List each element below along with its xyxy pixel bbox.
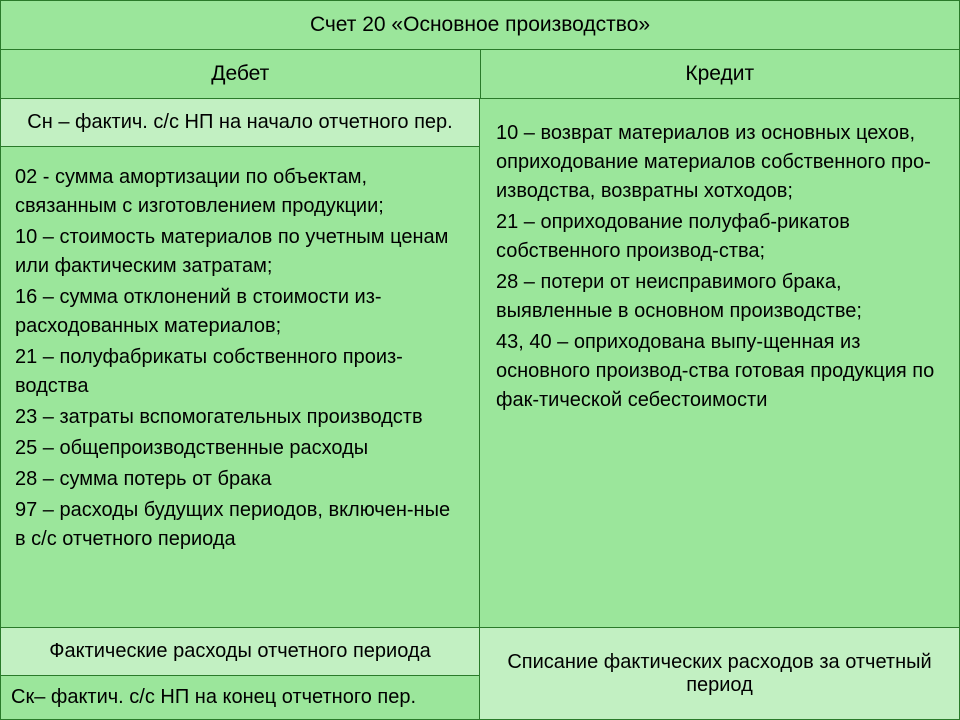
credit-entry-21: 21 – оприходование полуфаб-рикатов собст… bbox=[496, 208, 945, 266]
debit-entry-28: 28 – сумма потерь от брака bbox=[15, 465, 465, 494]
debit-entry-10: 10 – стоимость материалов по учетным цен… bbox=[15, 223, 465, 281]
debit-header: Дебет bbox=[1, 50, 481, 98]
credit-entry-10: 10 – возврат материалов из основных цехо… bbox=[496, 119, 945, 206]
header-row: Дебет Кредит bbox=[1, 50, 959, 99]
bottom-left: Фактические расходы отчетного периода Ск… bbox=[1, 628, 480, 719]
sk-closing-balance: Ск– фактич. с/с НП на конец отчетного пе… bbox=[1, 676, 479, 719]
debit-entry-25: 25 – общепроизводственные расходы bbox=[15, 434, 465, 463]
credit-header: Кредит bbox=[481, 50, 960, 98]
actual-expenses-label: Фактические расходы отчетного периода bbox=[1, 628, 479, 676]
debit-entry-16: 16 – сумма отклонений в стоимости из-рас… bbox=[15, 283, 465, 341]
credit-body: 10 – возврат материалов из основных цехо… bbox=[480, 99, 959, 627]
credit-entry-43-40: 43, 40 – оприходована выпу-щенная из осн… bbox=[496, 328, 945, 415]
debit-entry-23: 23 – затраты вспомогательных производств bbox=[15, 403, 465, 432]
main-row: Сн – фактич. с/с НП на начало отчетного … bbox=[1, 99, 959, 627]
account-table: Счет 20 «Основное производство» Дебет Кр… bbox=[0, 0, 960, 720]
debit-entry-97: 97 – расходы будущих периодов, включен-н… bbox=[15, 496, 465, 554]
debit-body: 02 - сумма амортизации по объектам, связ… bbox=[1, 147, 479, 627]
debit-entry-02: 02 - сумма амортизации по объектам, связ… bbox=[15, 163, 465, 221]
bottom-row: Фактические расходы отчетного периода Ск… bbox=[1, 627, 959, 719]
debit-entry-21: 21 – полуфабрикаты собственного произ-во… bbox=[15, 343, 465, 401]
credit-entry-28: 28 – потери от неисправимого брака, выяв… bbox=[496, 268, 945, 326]
sn-opening-balance: Сн – фактич. с/с НП на начало отчетного … bbox=[1, 99, 479, 147]
debit-column: Сн – фактич. с/с НП на начало отчетного … bbox=[1, 99, 480, 627]
table-title: Счет 20 «Основное производство» bbox=[1, 1, 959, 50]
writeoff-label: Списание фактических расходов за отчетны… bbox=[480, 628, 959, 719]
credit-column: 10 – возврат материалов из основных цехо… bbox=[480, 99, 959, 627]
writeoff-text: Списание фактических расходов за отчетны… bbox=[494, 651, 945, 697]
